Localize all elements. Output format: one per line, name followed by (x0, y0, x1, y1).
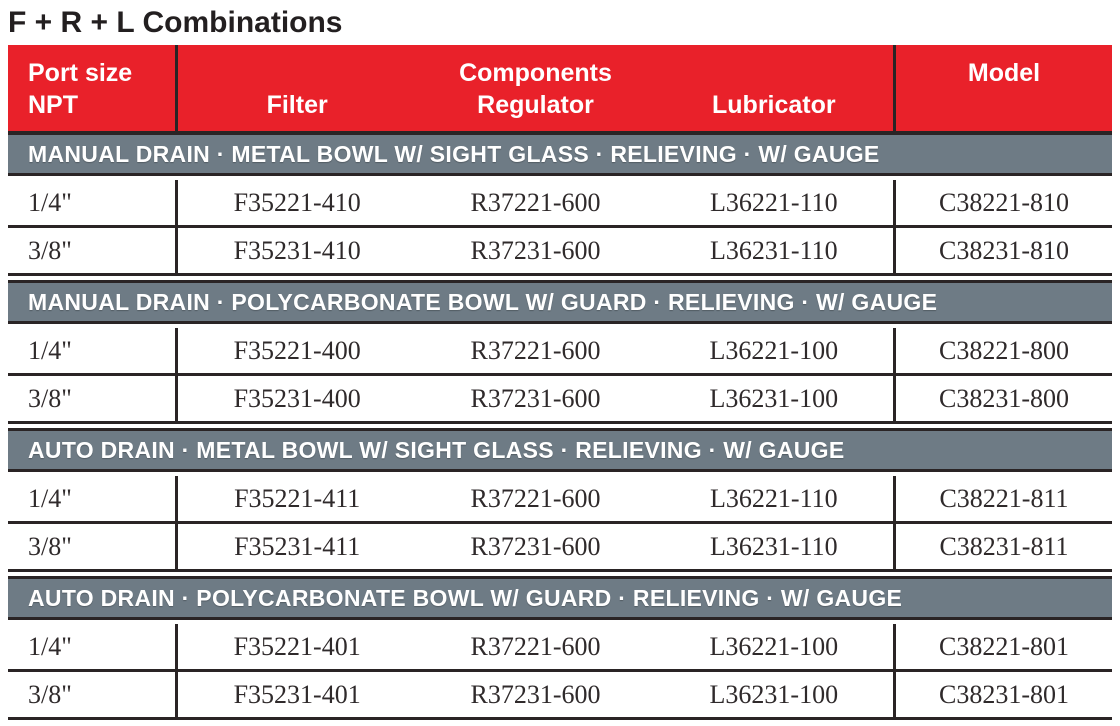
cell-model: C38221-810 (892, 180, 1112, 225)
cell-filter: F35231-411 (234, 531, 361, 561)
section-header-auto-metal: AUTO DRAIN · METAL BOWL W/ SIGHT GLASS ·… (8, 428, 1112, 472)
cell-filter: F35231-401 (233, 679, 361, 709)
cell-port-size: 3/8" (8, 524, 178, 569)
cell-port-size: 1/4" (8, 624, 178, 669)
cell-regulator: R37231-600 (470, 679, 601, 709)
cell-filter: F35221-410 (233, 187, 361, 217)
section-header-manual-poly: MANUAL DRAIN · POLYCARBONATE BOWL W/ GUA… (8, 280, 1112, 324)
header-regulator: Regulator (477, 91, 594, 119)
cell-regulator: R37231-600 (470, 383, 601, 413)
table-row: 1/4" F35221-400 R37221-600 L36221-100 C3… (8, 328, 1112, 376)
cell-filter: F35231-410 (233, 235, 361, 265)
cell-filter: F35221-400 (233, 335, 361, 365)
cell-filter: F35221-411 (234, 483, 361, 513)
combinations-table: Port size NPT Components Filter Regulato… (8, 45, 1112, 720)
header-components-group: Components Filter Regulator Lubricator (178, 45, 893, 131)
table-row: 3/8" F35231-410 R37231-600 L36231-110 C3… (8, 228, 1112, 276)
section-header-manual-metal: MANUAL DRAIN · METAL BOWL W/ SIGHT GLASS… (8, 135, 1112, 176)
cell-filter: F35231-400 (233, 383, 361, 413)
header-port-size-line2: NPT (28, 91, 78, 119)
cell-regulator: R37231-600 (470, 235, 601, 265)
cell-model: C38231-800 (892, 376, 1112, 421)
table-row: 3/8" F35231-400 R37231-600 L36231-100 C3… (8, 376, 1112, 424)
cell-lubricator: L36231-100 (709, 679, 839, 709)
cell-regulator: R37221-600 (470, 483, 601, 513)
cell-regulator: R37231-600 (470, 531, 601, 561)
cell-port-size: 3/8" (8, 376, 178, 421)
table-row: 3/8" F35231-401 R37231-600 L36231-100 C3… (8, 672, 1112, 720)
cell-regulator: R37221-600 (470, 187, 601, 217)
cell-port-size: 3/8" (8, 672, 178, 717)
cell-lubricator: L36231-110 (710, 531, 838, 561)
cell-regulator: R37221-600 (470, 335, 601, 365)
header-model-label: Model (967, 59, 1041, 87)
cell-port-size: 1/4" (8, 476, 178, 521)
cell-lubricator: L36231-110 (710, 235, 838, 265)
cell-model: C38231-811 (892, 524, 1112, 569)
header-lubricator: Lubricator (712, 91, 836, 119)
cell-lubricator: L36221-110 (710, 187, 838, 217)
table-row: 3/8" F35231-411 R37231-600 L36231-110 C3… (8, 524, 1112, 572)
cell-lubricator: L36221-110 (710, 483, 838, 513)
cell-lubricator: L36221-100 (709, 335, 839, 365)
cell-filter: F35221-401 (233, 631, 361, 661)
table-row: 1/4" F35221-411 R37221-600 L36221-110 C3… (8, 476, 1112, 524)
table-header: Port size NPT Components Filter Regulato… (8, 45, 1112, 135)
cell-model: C38231-810 (892, 228, 1112, 273)
header-model: Model (893, 45, 1112, 131)
table-row: 1/4" F35221-410 R37221-600 L36221-110 C3… (8, 180, 1112, 228)
cell-model: C38221-811 (892, 476, 1112, 521)
header-port-size-line1: Port size (28, 59, 133, 87)
cell-model: C38221-800 (892, 328, 1112, 373)
header-port-size: Port size NPT (8, 45, 178, 131)
table-row: 1/4" F35221-401 R37221-600 L36221-100 C3… (8, 624, 1112, 672)
cell-lubricator: L36221-100 (709, 631, 839, 661)
cell-model: C38221-801 (892, 624, 1112, 669)
cell-lubricator: L36231-100 (709, 383, 839, 413)
page-title: F + R + L Combinations (8, 6, 343, 39)
cell-port-size: 3/8" (8, 228, 178, 273)
header-filter: Filter (266, 91, 328, 119)
cell-regulator: R37221-600 (470, 631, 601, 661)
cell-port-size: 1/4" (8, 328, 178, 373)
header-sub-columns: Filter Regulator Lubricator (178, 89, 893, 121)
cell-model: C38231-801 (892, 672, 1112, 717)
header-components: Components (459, 59, 612, 87)
section-header-auto-poly: AUTO DRAIN · POLYCARBONATE BOWL W/ GUARD… (8, 576, 1112, 620)
cell-port-size: 1/4" (8, 180, 178, 225)
